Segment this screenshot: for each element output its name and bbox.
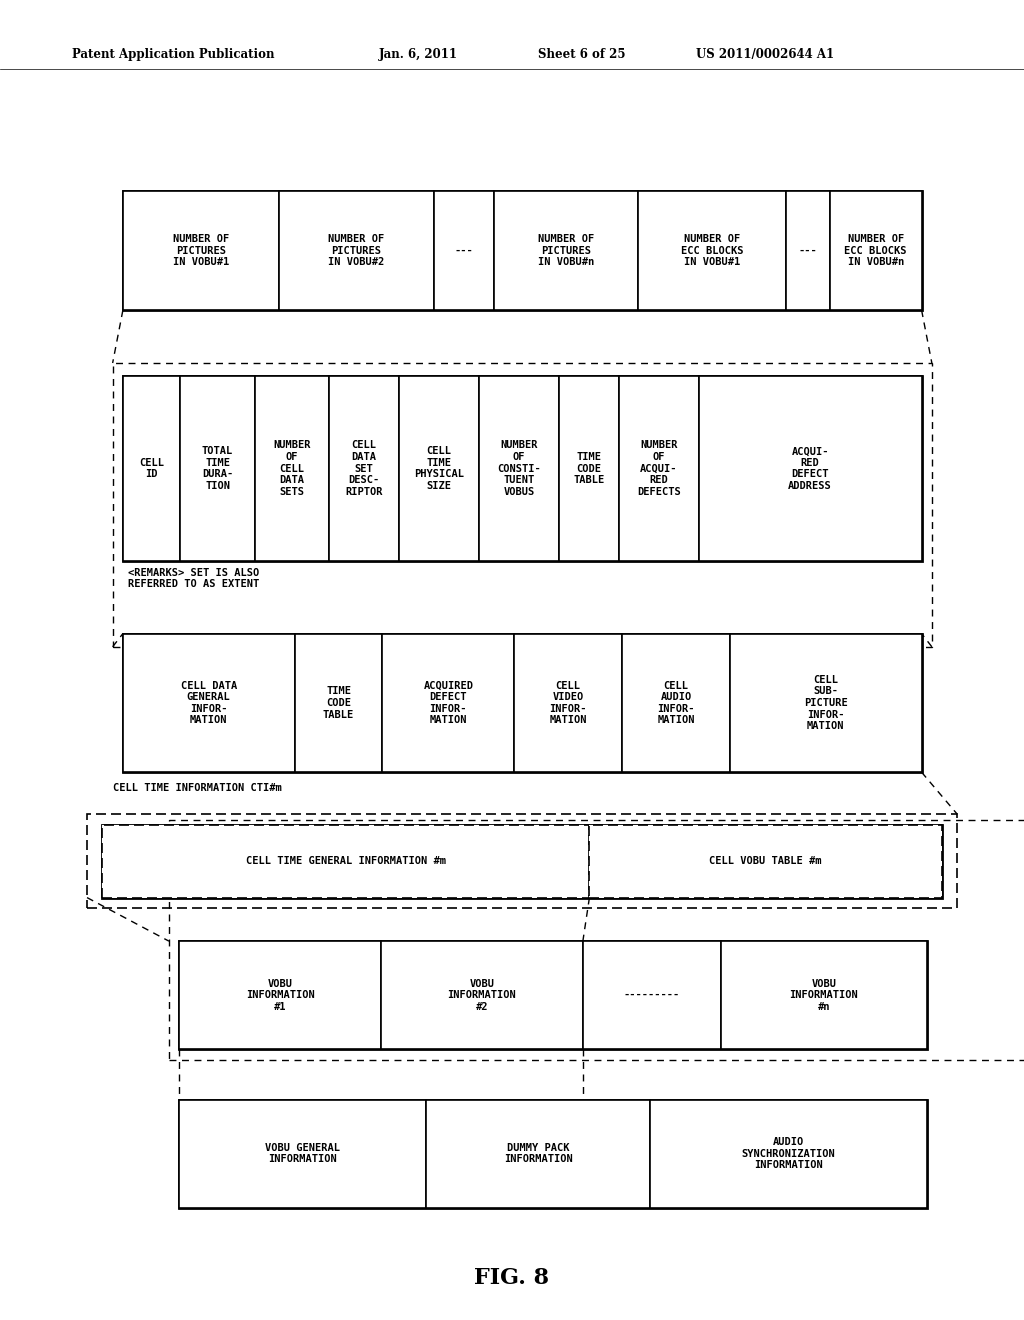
Bar <box>179 941 927 1049</box>
Text: ACQUI-
RED
DEFECT
ADDRESS: ACQUI- RED DEFECT ADDRESS <box>788 446 833 491</box>
Bar <box>169 820 1024 1060</box>
Text: NUMBER OF
ECC BLOCKS
IN VOBU#n: NUMBER OF ECC BLOCKS IN VOBU#n <box>845 234 907 268</box>
Text: VOBU GENERAL
INFORMATION: VOBU GENERAL INFORMATION <box>265 1143 340 1164</box>
Text: NUMBER
OF
CONSTI-
TUENT
VOBUS: NUMBER OF CONSTI- TUENT VOBUS <box>498 441 541 496</box>
Text: NUMBER OF
ECC BLOCKS
IN VOBU#1: NUMBER OF ECC BLOCKS IN VOBU#1 <box>681 234 743 268</box>
Bar <box>698 376 922 561</box>
Bar <box>730 634 922 772</box>
Bar <box>650 1100 927 1208</box>
Text: CELL
SUB-
PICTURE
INFOR-
MATION: CELL SUB- PICTURE INFOR- MATION <box>804 675 848 731</box>
Bar <box>295 634 383 772</box>
Bar <box>434 191 495 310</box>
Bar <box>123 191 922 310</box>
Text: NUMBER OF
PICTURES
IN VOBU#n: NUMBER OF PICTURES IN VOBU#n <box>538 234 594 268</box>
Bar <box>399 376 479 561</box>
Bar <box>123 376 180 561</box>
Bar <box>329 376 399 561</box>
Text: CELL DATA
GENERAL
INFOR-
MATION: CELL DATA GENERAL INFOR- MATION <box>180 681 237 725</box>
Text: DUMMY PACK
INFORMATION: DUMMY PACK INFORMATION <box>504 1143 572 1164</box>
Text: NUMBER OF
PICTURES
IN VOBU#2: NUMBER OF PICTURES IN VOBU#2 <box>329 234 385 268</box>
Text: VOBU
INFORMATION
#1: VOBU INFORMATION #1 <box>246 978 314 1012</box>
Bar <box>479 376 559 561</box>
Bar <box>495 191 638 310</box>
Bar <box>180 376 255 561</box>
Text: ACQUIRED
DEFECT
INFOR-
MATION: ACQUIRED DEFECT INFOR- MATION <box>423 681 473 725</box>
Bar <box>583 941 721 1049</box>
Bar <box>179 941 381 1049</box>
Bar <box>179 1100 426 1208</box>
Bar <box>785 191 829 310</box>
Text: NUMBER OF
PICTURES
IN VOBU#1: NUMBER OF PICTURES IN VOBU#1 <box>173 234 229 268</box>
Text: TOTAL
TIME
DURA-
TION: TOTAL TIME DURA- TION <box>202 446 233 491</box>
Bar <box>179 1100 927 1208</box>
Bar <box>113 363 932 647</box>
Bar <box>559 376 618 561</box>
Bar <box>383 634 514 772</box>
Bar <box>123 376 922 561</box>
Bar <box>123 634 295 772</box>
Bar <box>123 191 279 310</box>
Text: CELL
DATA
SET
DESC-
RIPTOR: CELL DATA SET DESC- RIPTOR <box>345 441 383 496</box>
Text: Jan. 6, 2011: Jan. 6, 2011 <box>379 48 458 61</box>
Text: VOBU
INFORMATION
#n: VOBU INFORMATION #n <box>790 978 858 1012</box>
Text: AUDIO
SYNCHRONIZATION
INFORMATION: AUDIO SYNCHRONIZATION INFORMATION <box>741 1137 836 1171</box>
Text: <REMARKS> SET IS ALSO
REFERRED TO AS EXTENT: <REMARKS> SET IS ALSO REFERRED TO AS EXT… <box>128 568 259 589</box>
Text: CELL
TIME
PHYSICAL
SIZE: CELL TIME PHYSICAL SIZE <box>414 446 464 491</box>
Bar <box>87 814 957 908</box>
Bar <box>426 1100 650 1208</box>
Bar <box>102 825 942 898</box>
Text: US 2011/0002644 A1: US 2011/0002644 A1 <box>696 48 835 61</box>
Text: CELL VOBU TABLE #m: CELL VOBU TABLE #m <box>710 857 822 866</box>
Bar <box>721 941 927 1049</box>
Bar <box>514 634 622 772</box>
Bar <box>638 191 785 310</box>
Text: CELL
AUDIO
INFOR-
MATION: CELL AUDIO INFOR- MATION <box>657 681 694 725</box>
Text: Patent Application Publication: Patent Application Publication <box>72 48 274 61</box>
Text: CELL
ID: CELL ID <box>139 458 164 479</box>
Bar <box>829 191 922 310</box>
Bar <box>623 634 730 772</box>
Text: ---: --- <box>455 246 474 256</box>
Bar <box>381 941 583 1049</box>
Text: FIG. 8: FIG. 8 <box>474 1267 550 1288</box>
Text: Sheet 6 of 25: Sheet 6 of 25 <box>538 48 625 61</box>
Bar <box>279 191 434 310</box>
Text: ---------: --------- <box>624 990 680 1001</box>
Text: NUMBER
OF
ACQUI-
RED
DEFECTS: NUMBER OF ACQUI- RED DEFECTS <box>637 441 681 496</box>
Text: CELL
VIDEO
INFOR-
MATION: CELL VIDEO INFOR- MATION <box>550 681 587 725</box>
Text: CELL TIME GENERAL INFORMATION #m: CELL TIME GENERAL INFORMATION #m <box>246 857 445 866</box>
Text: TIME
CODE
TABLE: TIME CODE TABLE <box>573 451 604 486</box>
Bar <box>590 825 942 898</box>
Bar <box>123 634 922 772</box>
Text: CELL TIME INFORMATION CTI#m: CELL TIME INFORMATION CTI#m <box>113 783 282 793</box>
Text: ---: --- <box>799 246 817 256</box>
Text: NUMBER
OF
CELL
DATA
SETS: NUMBER OF CELL DATA SETS <box>273 441 310 496</box>
Bar <box>102 825 590 898</box>
Text: VOBU
INFORMATION
#2: VOBU INFORMATION #2 <box>447 978 516 1012</box>
Bar <box>618 376 698 561</box>
Bar <box>255 376 329 561</box>
Text: TIME
CODE
TABLE: TIME CODE TABLE <box>323 686 354 719</box>
